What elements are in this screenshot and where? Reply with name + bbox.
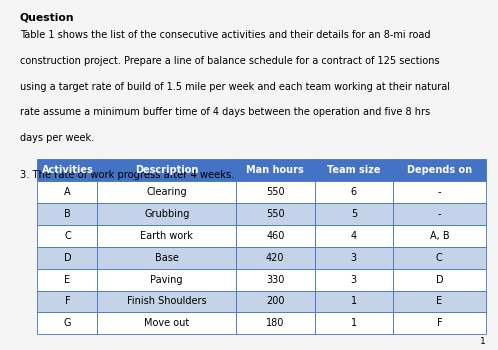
Text: 550: 550 (266, 187, 285, 197)
Text: 200: 200 (266, 296, 284, 307)
Text: C: C (436, 253, 443, 263)
Text: G: G (64, 318, 71, 328)
Bar (98, 247, 236, 269)
Text: 420: 420 (266, 253, 284, 263)
Text: rate assume a minimum buffer time of 4 days between the operation and five 8 hrs: rate assume a minimum buffer time of 4 d… (20, 107, 430, 117)
Bar (393, 203, 486, 225)
Bar (37, 312, 98, 334)
Text: B: B (64, 209, 71, 219)
Bar (236, 225, 315, 247)
Bar (393, 290, 486, 312)
Text: -: - (438, 187, 441, 197)
Text: C: C (64, 231, 71, 241)
Bar (98, 181, 236, 203)
Text: Description: Description (135, 165, 198, 175)
Bar (393, 247, 486, 269)
Bar (37, 247, 98, 269)
Text: 550: 550 (266, 209, 285, 219)
Text: F: F (437, 318, 442, 328)
Text: Team size: Team size (327, 165, 380, 175)
Bar (315, 269, 393, 290)
Text: Earth work: Earth work (140, 231, 193, 241)
Text: 1: 1 (351, 296, 357, 307)
Bar (315, 203, 393, 225)
Text: Activities: Activities (41, 165, 93, 175)
Text: Move out: Move out (144, 318, 189, 328)
Text: Question: Question (20, 12, 75, 22)
Text: 6: 6 (351, 187, 357, 197)
Text: A: A (64, 187, 71, 197)
Bar (98, 312, 236, 334)
Bar (37, 181, 98, 203)
Text: 180: 180 (266, 318, 284, 328)
Bar (37, 225, 98, 247)
Bar (393, 225, 486, 247)
Bar (393, 159, 486, 181)
Text: 4: 4 (351, 231, 357, 241)
Text: 330: 330 (266, 274, 284, 285)
Bar (393, 181, 486, 203)
Bar (98, 290, 236, 312)
Text: 1: 1 (351, 318, 357, 328)
Bar (393, 312, 486, 334)
Text: Paving: Paving (150, 274, 183, 285)
Text: construction project. Prepare a line of balance schedule for a contract of 125 s: construction project. Prepare a line of … (20, 56, 440, 66)
Bar (393, 269, 486, 290)
Text: using a target rate of build of 1.5 mile per week and each team working at their: using a target rate of build of 1.5 mile… (20, 82, 450, 92)
Text: E: E (64, 274, 70, 285)
Bar (98, 159, 236, 181)
Text: 1: 1 (480, 337, 486, 346)
Text: Man hours: Man hours (247, 165, 304, 175)
Bar (37, 290, 98, 312)
Text: Table 1 shows the list of the consecutive activities and their details for an 8-: Table 1 shows the list of the consecutiv… (20, 30, 430, 41)
Bar (236, 312, 315, 334)
Bar (98, 203, 236, 225)
Bar (37, 159, 98, 181)
Bar (236, 203, 315, 225)
Text: -: - (438, 209, 441, 219)
Bar (315, 159, 393, 181)
Bar (236, 290, 315, 312)
Text: E: E (436, 296, 442, 307)
Bar (315, 312, 393, 334)
Text: Base: Base (155, 253, 179, 263)
Bar (37, 269, 98, 290)
Bar (315, 290, 393, 312)
Text: Finish Shoulders: Finish Shoulders (127, 296, 207, 307)
Bar (315, 247, 393, 269)
Bar (315, 225, 393, 247)
Text: 3: 3 (351, 253, 357, 263)
Text: Clearing: Clearing (146, 187, 187, 197)
Text: Grubbing: Grubbing (144, 209, 189, 219)
Text: 3: 3 (351, 274, 357, 285)
Bar (236, 181, 315, 203)
Text: 5: 5 (351, 209, 357, 219)
Bar (98, 225, 236, 247)
Bar (236, 247, 315, 269)
Text: D: D (436, 274, 443, 285)
Text: D: D (64, 253, 71, 263)
Text: 3. The rate of work progress after 4 weeks.: 3. The rate of work progress after 4 wee… (20, 170, 235, 181)
Bar (236, 159, 315, 181)
Text: 460: 460 (266, 231, 284, 241)
Bar (236, 269, 315, 290)
Bar (37, 203, 98, 225)
Bar (98, 269, 236, 290)
Text: days per week.: days per week. (20, 133, 94, 143)
Text: F: F (65, 296, 70, 307)
Text: A, B: A, B (430, 231, 449, 241)
Bar (315, 181, 393, 203)
Text: Depends on: Depends on (407, 165, 472, 175)
